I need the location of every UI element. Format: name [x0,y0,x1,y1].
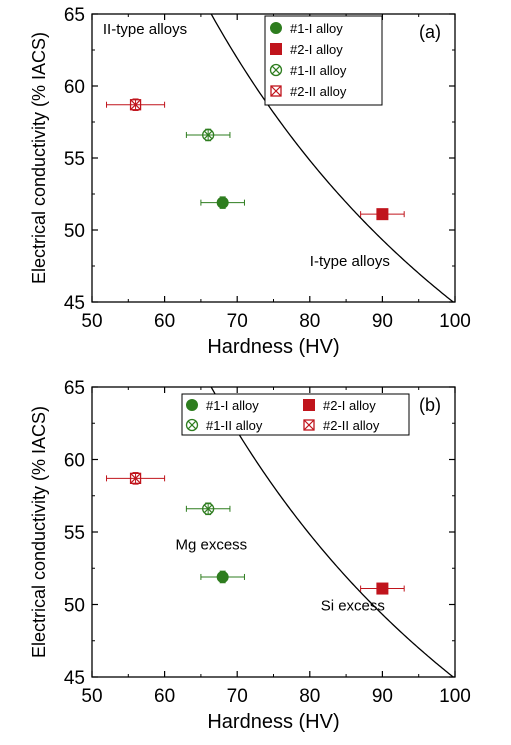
legend-crossed-circle-marker-ring [269,63,283,77]
y-tick-label: 45 [64,668,85,689]
legend: #1-I alloy #1-II alloy #2-I alloy #2-II all… [181,393,410,436]
data-point [200,570,245,584]
legend-crossed-square-marker [303,419,315,431]
y-tick-label: 60 [64,77,85,98]
legend-filled-square-marker [270,43,282,55]
x-tick-label: 50 [81,686,102,707]
y-tick-label: 65 [64,378,85,399]
filled-square-marker [376,208,389,221]
y-axis-title: Electrical conductivity (% IACS) [29,406,49,658]
legend-entry-label: #2-II alloy [323,418,380,433]
legend-crossed-square-marker [270,85,282,97]
crossed-square-marker-cross-b [130,99,141,111]
x-tick-label: 100 [439,686,471,707]
filled-circle-marker [216,196,229,209]
crossed-square-marker-box [129,472,142,485]
legend-crossed-circle-marker-cross-b [187,420,197,430]
x-tick-label: 100 [439,311,471,332]
legend-entry-label: #1-I alloy [290,21,343,36]
data-point [106,98,166,111]
y-tick-label: 50 [64,221,85,242]
x-tick-label: 60 [154,686,175,707]
annotation-label: Si excess [321,597,385,614]
x-tick-label: 60 [154,311,175,332]
legend: #1-I alloy #2-I alloy #1-II alloy #2-II all… [264,15,383,106]
data-point [200,196,245,209]
crossed-square-marker-box [129,99,142,111]
annotation-label: I-type alloys [310,253,390,270]
x-tick-label: 80 [299,686,320,707]
data-point [360,582,405,595]
crossed-circle-marker-ring [202,502,215,515]
panel-label: (a) [419,22,441,42]
panel-label: (b) [419,395,441,415]
x-tick-label: 90 [372,311,393,332]
legend-crossed-square-marker-cross-b [303,419,315,431]
data-point [106,472,166,485]
legend-filled-square-marker [303,399,315,411]
x-tick-label: 70 [227,311,248,332]
y-axis-title: Electrical conductivity (% IACS) [29,32,49,284]
annotation-label: Mg excess [175,536,247,553]
legend-crossed-square-marker-cross-b [270,85,282,97]
legend-box [181,393,410,436]
crossed-square-marker [129,472,142,485]
legend-entry-label: #2-I alloy [290,42,343,57]
x-axis-title: Hardness (HV) [207,336,339,358]
legend-crossed-circle-marker-ring [185,418,199,432]
legend-entry-label: #2-II alloy [290,84,347,99]
y-tick-label: 55 [64,149,85,170]
legend-filled-circle-marker [270,22,282,34]
fit-curve [210,14,455,302]
filled-square-marker [376,582,389,595]
y-tick-label: 45 [64,293,85,314]
legend-crossed-square-marker-box [270,85,282,97]
legend-entry-label: #2-I alloy [323,398,376,413]
y-tick-label: 50 [64,596,85,617]
annotation-label: II-type alloys [103,21,187,38]
crossed-circle-marker [202,128,215,142]
legend-crossed-circle-marker [269,63,283,77]
legend-filled-circle-marker [186,399,198,411]
y-tick-label: 60 [64,451,85,472]
x-tick-label: 90 [372,686,393,707]
filled-circle-marker [216,570,229,583]
crossed-circle-marker-cross-b [203,504,213,514]
legend-entry-label: #1-II alloy [290,63,347,78]
data-point [185,502,231,516]
x-axis-title: Hardness (HV) [207,711,339,733]
crossed-circle-marker-ring [202,128,215,142]
legend-entry-label: #1-I alloy [206,398,259,413]
data-point [185,128,231,142]
x-tick-label: 80 [299,311,320,332]
fit-curve [210,387,455,677]
x-tick-label: 50 [81,311,102,332]
y-tick-label: 65 [64,5,85,26]
legend-crossed-circle-marker-cross-b [271,65,281,75]
y-tick-label: 55 [64,523,85,544]
crossed-square-marker-cross-b [130,472,141,484]
legend-box [264,15,383,106]
data-point [360,208,405,221]
crossed-circle-marker [202,502,215,515]
legend-crossed-square-marker-box [303,419,315,431]
legend-entry-label: #1-II alloy [206,418,263,433]
crossed-circle-marker-cross-b [203,130,213,140]
legend-crossed-circle-marker [185,418,199,432]
crossed-square-marker [129,99,142,111]
x-tick-label: 70 [227,686,248,707]
